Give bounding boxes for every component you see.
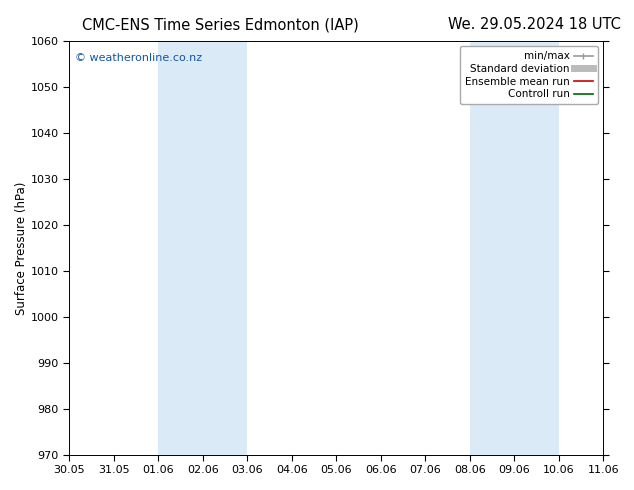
Bar [470, 41, 559, 455]
Bar [158, 41, 247, 455]
Legend: min/max, Standard deviation, Ensemble mean run, Controll run: min/max, Standard deviation, Ensemble me… [460, 46, 598, 104]
Text: © weatheronline.co.nz: © weatheronline.co.nz [75, 53, 202, 64]
Y-axis label: Surface Pressure (hPa): Surface Pressure (hPa) [15, 181, 28, 315]
Text: CMC-ENS Time Series Edmonton (IAP): CMC-ENS Time Series Edmonton (IAP) [82, 17, 359, 32]
Text: We. 29.05.2024 18 UTC: We. 29.05.2024 18 UTC [448, 17, 621, 32]
